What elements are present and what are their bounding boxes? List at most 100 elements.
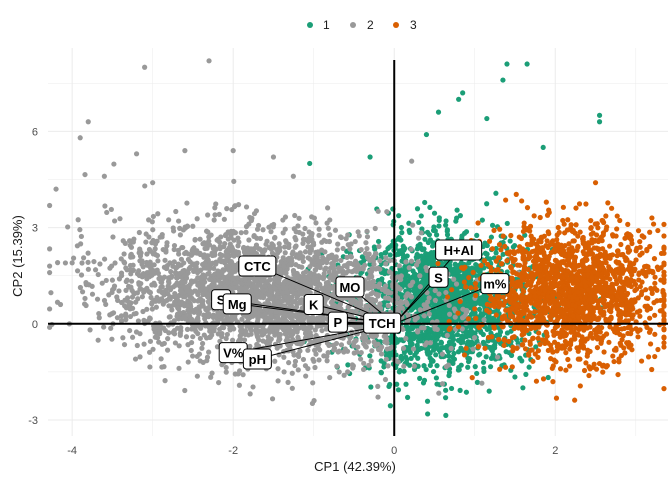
data-point-cluster-2	[378, 351, 385, 357]
data-point-cluster-2	[334, 363, 340, 369]
data-point-cluster-2	[262, 311, 269, 318]
data-point-cluster-2	[164, 347, 171, 353]
data-point-cluster-2	[162, 378, 168, 384]
data-point-cluster-1	[418, 289, 424, 295]
data-point-cluster-2	[375, 293, 381, 299]
data-point-cluster-2	[427, 340, 434, 346]
data-point-cluster-2	[206, 238, 212, 244]
data-point-cluster-2	[204, 354, 211, 360]
data-point-cluster-2	[319, 327, 325, 334]
data-point-cluster-1	[480, 359, 487, 365]
data-point-cluster-2	[228, 235, 234, 241]
data-point-cluster-2	[439, 351, 446, 357]
data-point-cluster-2	[85, 266, 91, 272]
data-point-cluster-2	[53, 186, 59, 192]
data-point-cluster-2	[464, 307, 470, 314]
data-point-cluster-2	[195, 268, 202, 274]
data-point-cluster-1	[425, 239, 431, 246]
data-point-cluster-1	[408, 355, 414, 362]
data-point-cluster-2	[147, 349, 153, 355]
data-point-cluster-2	[385, 363, 391, 369]
data-point-cluster-1	[367, 154, 373, 160]
data-point-cluster-2	[247, 315, 253, 321]
data-point-cluster-2	[185, 256, 192, 263]
data-point-cluster-1	[524, 61, 530, 67]
data-point-cluster-1	[371, 244, 377, 250]
data-point-cluster-2	[349, 297, 355, 303]
data-point-cluster-2	[291, 226, 297, 232]
data-point-cluster-2	[384, 209, 390, 215]
data-point-cluster-1	[443, 218, 449, 224]
data-point-cluster-2	[79, 260, 85, 266]
data-point-cluster-1	[375, 238, 382, 245]
data-point-cluster-2	[109, 336, 115, 342]
data-point-cluster-1	[421, 363, 427, 369]
data-point-cluster-1	[484, 251, 490, 257]
data-point-cluster-2	[299, 264, 305, 270]
data-point-cluster-1	[480, 331, 486, 338]
data-point-cluster-2	[292, 358, 299, 364]
data-point-cluster-2	[112, 260, 118, 266]
data-point-cluster-2	[348, 260, 354, 267]
data-point-cluster-2	[135, 318, 142, 324]
data-point-cluster-2	[167, 314, 173, 320]
data-point-cluster-2	[166, 217, 172, 223]
data-point-cluster-2	[331, 283, 337, 289]
data-point-cluster-1	[466, 260, 472, 266]
data-point-cluster-2	[436, 390, 442, 396]
data-point-cluster-1	[431, 331, 438, 337]
data-point-cluster-1	[596, 119, 603, 125]
data-point-cluster-2	[408, 258, 415, 264]
data-point-cluster-2	[222, 240, 228, 247]
data-point-cluster-2	[252, 297, 259, 303]
data-point-cluster-2	[326, 238, 333, 245]
data-point-cluster-2	[331, 302, 337, 308]
data-point-cluster-2	[253, 310, 259, 316]
data-point-cluster-2	[147, 289, 153, 295]
data-point-cluster-2	[415, 235, 422, 241]
data-point-cluster-2	[312, 364, 318, 371]
data-point-cluster-2	[414, 315, 420, 321]
data-point-cluster-1	[459, 233, 465, 239]
data-point-cluster-2	[156, 275, 162, 282]
data-point-cluster-2	[261, 283, 268, 289]
data-point-cluster-1	[436, 223, 442, 229]
data-point-cluster-2	[295, 367, 301, 373]
data-point-cluster-2	[268, 324, 274, 330]
data-point-cluster-2	[274, 345, 280, 351]
data-point-cluster-2	[175, 218, 182, 224]
data-point-cluster-2	[253, 289, 259, 296]
data-point-cluster-3	[497, 226, 503, 232]
data-point-cluster-3	[544, 238, 550, 244]
data-point-cluster-2	[120, 238, 126, 244]
data-point-cluster-3	[461, 352, 468, 358]
data-point-cluster-2	[332, 227, 339, 233]
data-point-cluster-1	[422, 236, 428, 242]
data-point-cluster-2	[237, 368, 243, 374]
data-point-cluster-2	[248, 327, 254, 333]
data-point-cluster-1	[422, 199, 428, 206]
data-point-cluster-2	[218, 234, 224, 240]
data-point-cluster-2	[47, 269, 53, 276]
data-point-cluster-2	[353, 337, 359, 344]
data-point-cluster-1	[540, 144, 546, 151]
data-point-cluster-2	[148, 248, 154, 254]
data-point-cluster-2	[291, 299, 297, 305]
data-point-cluster-2	[479, 380, 485, 386]
data-point-cluster-2	[236, 287, 243, 293]
data-point-cluster-1	[457, 387, 463, 394]
data-point-cluster-2	[200, 282, 206, 288]
data-point-cluster-1	[427, 204, 433, 210]
data-point-cluster-2	[161, 340, 167, 347]
data-point-cluster-2	[365, 339, 372, 345]
data-point-cluster-2	[127, 313, 134, 320]
data-point-cluster-2	[141, 341, 147, 347]
data-point-cluster-2	[368, 358, 374, 364]
data-point-cluster-3	[521, 220, 527, 226]
data-point-cluster-2	[330, 261, 336, 267]
data-point-cluster-2	[306, 324, 313, 331]
data-point-cluster-1	[429, 243, 436, 249]
data-point-cluster-2	[178, 256, 185, 262]
data-point-cluster-1	[414, 206, 421, 212]
data-point-cluster-1	[428, 358, 434, 364]
